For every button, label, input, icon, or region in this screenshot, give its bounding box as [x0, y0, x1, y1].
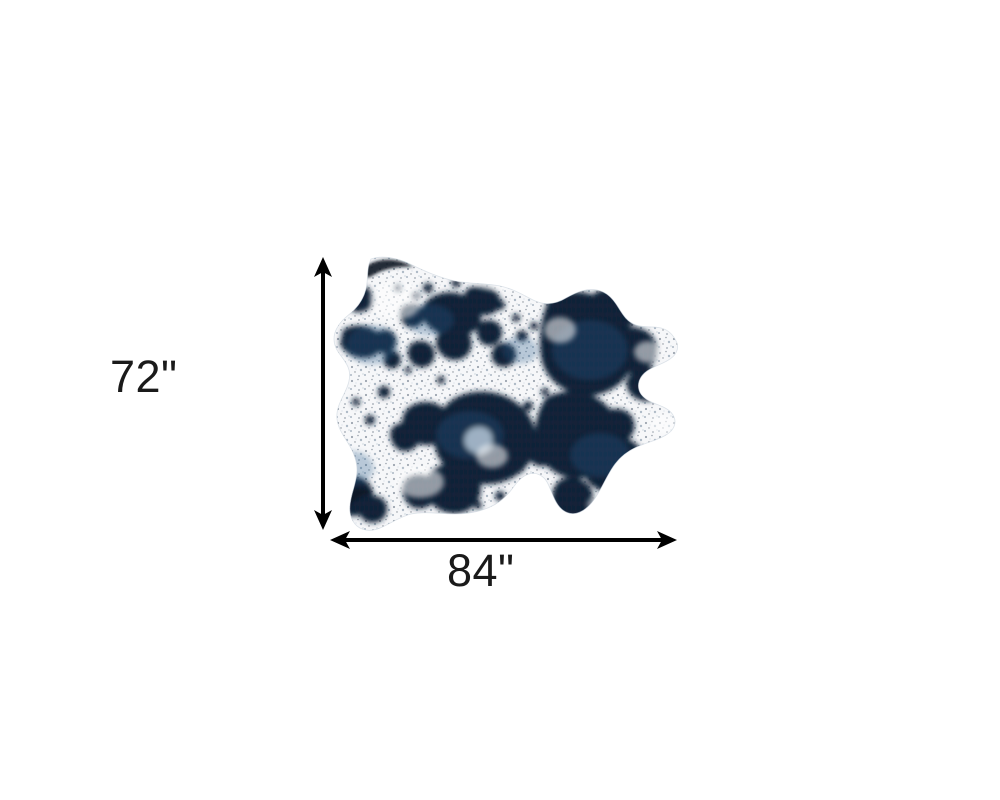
width-arrowhead-right	[657, 531, 677, 549]
width-dimension-arrow	[330, 531, 677, 549]
height-arrowhead-bottom	[314, 510, 332, 530]
height-arrowhead-top	[314, 257, 332, 277]
rug-outline	[333, 256, 678, 531]
rug-top-edge-shadow	[364, 259, 414, 278]
width-arrowhead-left	[330, 531, 350, 549]
width-dimension-label: 84"	[447, 545, 515, 596]
height-dimension-label: 72"	[110, 351, 178, 402]
height-dimension-arrow	[314, 257, 332, 530]
